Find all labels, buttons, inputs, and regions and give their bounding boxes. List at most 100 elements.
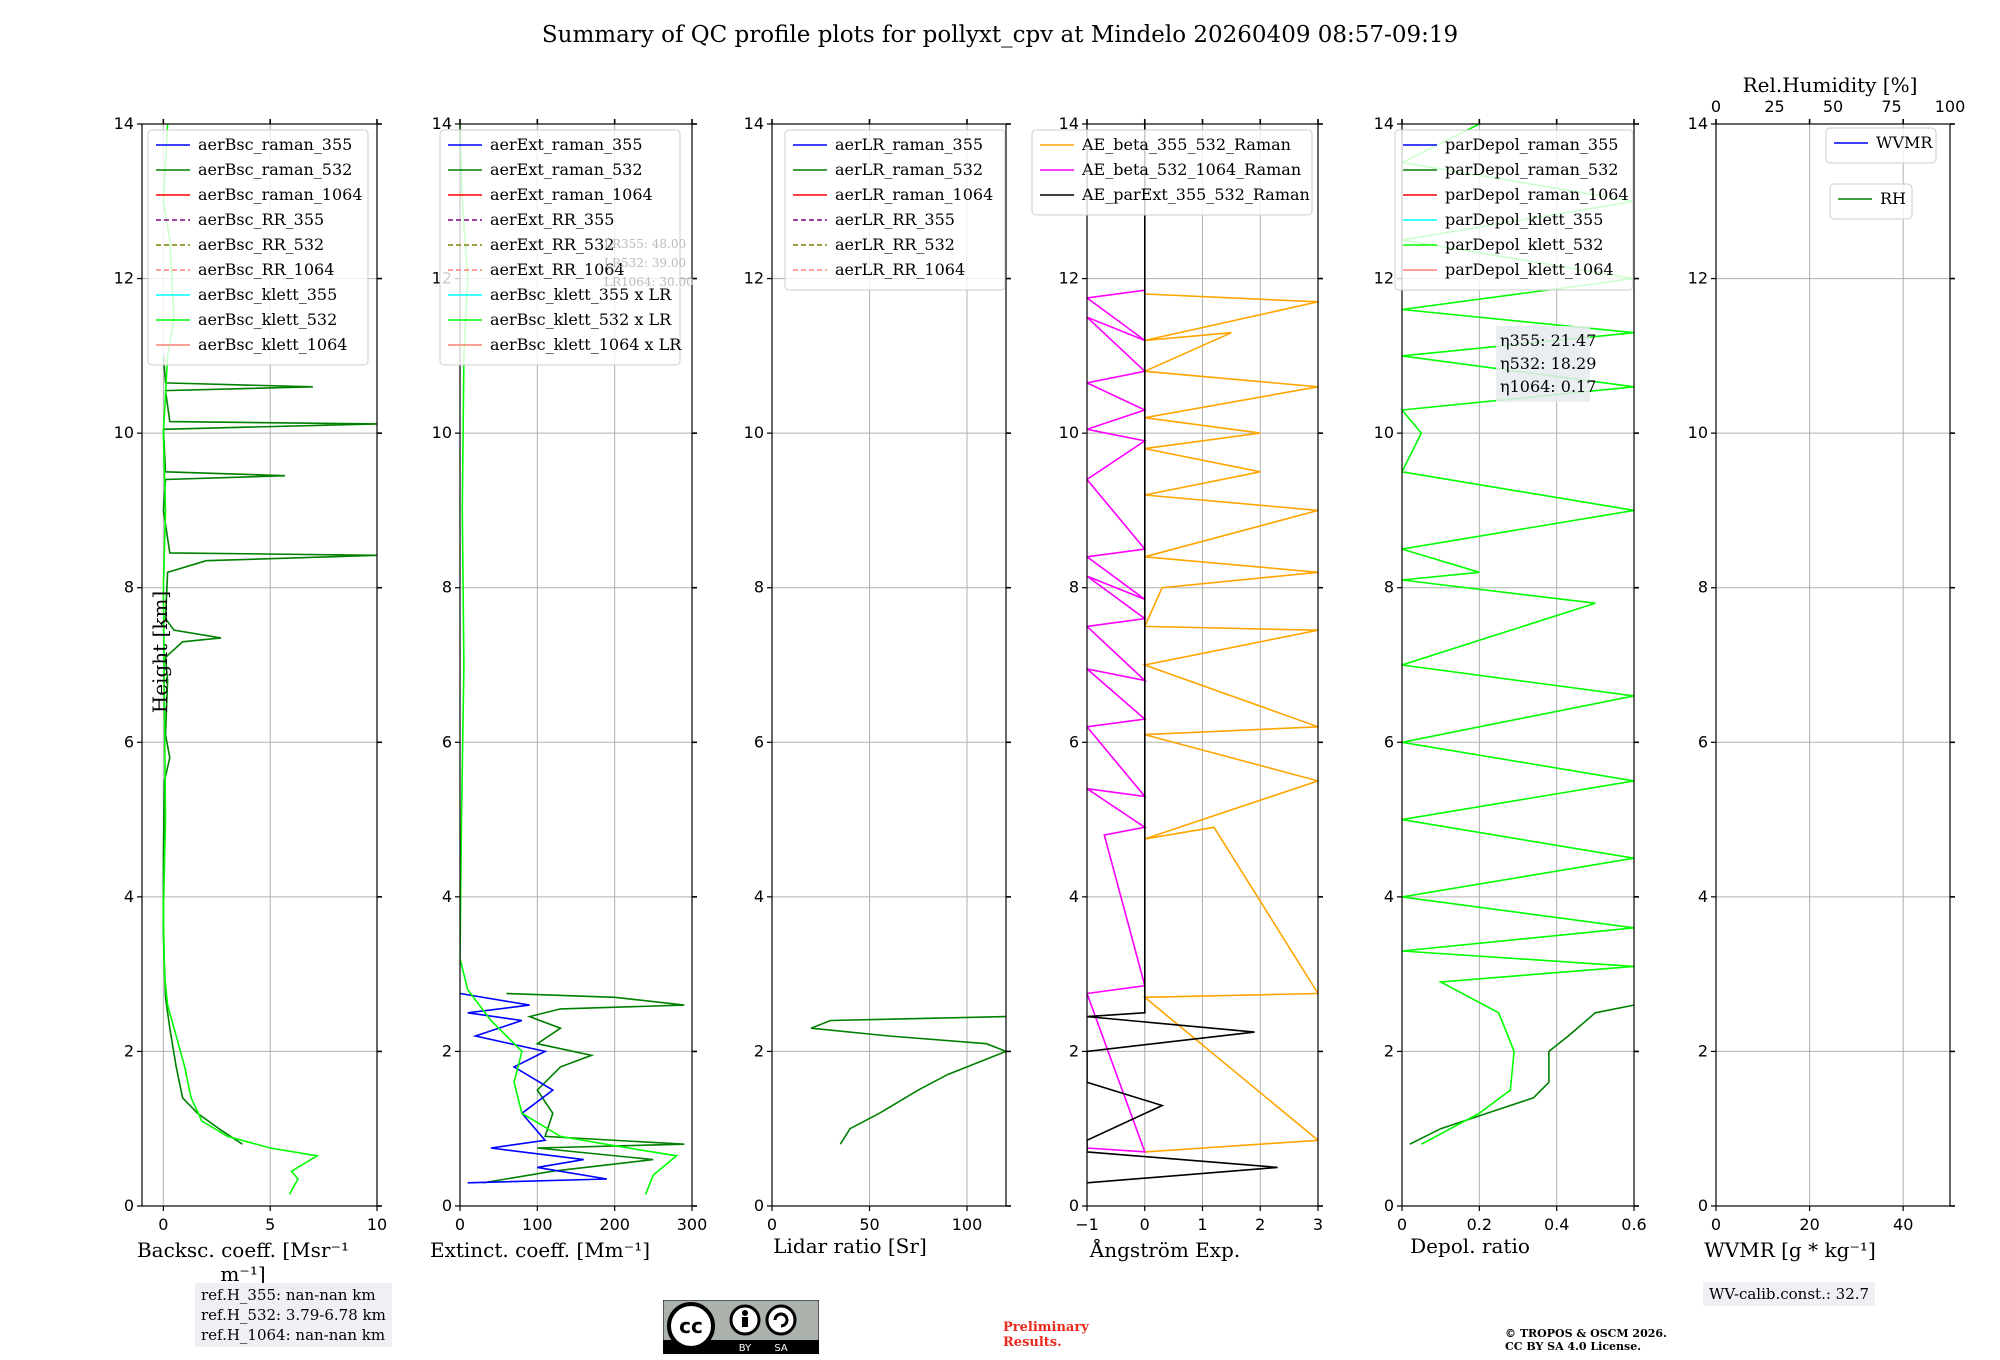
figure-title: Summary of QC profile plots for pollyxt_… [541, 22, 1459, 48]
x-tick-label: 40 [1893, 1215, 1913, 1234]
y-tick-label: 0 [1384, 1196, 1394, 1215]
copyright-line2: CC BY SA 4.0 License. [1505, 1340, 1642, 1353]
rh-tick-label: 25 [1764, 97, 1784, 116]
y-tick-label: 4 [1069, 887, 1079, 906]
axes-frame [459, 123, 693, 1207]
legend-bsc-entry: aerBsc_klett_355 [198, 285, 337, 304]
series-AE_parExt_355_532_Raman [1087, 124, 1278, 1184]
eta-annotation: η1064: 0.17 [1500, 377, 1596, 396]
x-tick-label: 0 [1397, 1215, 1407, 1234]
y-tick-label: 10 [1374, 423, 1394, 442]
legend-bsc-entry: aerBsc_RR_1064 [198, 260, 334, 279]
svg-text:cc: cc [679, 1314, 703, 1338]
y-tick-label: 10 [1059, 423, 1079, 442]
y-tick-label: 14 [1688, 114, 1708, 133]
x-tick-label: 200 [599, 1215, 630, 1234]
x-tick-label: 0.2 [1467, 1215, 1492, 1234]
y-tick-label: 12 [114, 269, 134, 288]
y-tick-label: 14 [114, 114, 134, 133]
y-tick-label: 12 [1374, 269, 1394, 288]
y-tick-label: 8 [442, 578, 452, 597]
series-AE_beta_532_1064_Raman [1087, 289, 1148, 1153]
y-tick-label: 10 [744, 423, 764, 442]
legend-bsc-entry: aerBsc_klett_532 [198, 310, 337, 329]
y-axis-label: Height [km] [148, 590, 172, 714]
eta-annotation: η355: 21.47 [1500, 331, 1596, 350]
y-tick-label: 12 [1688, 269, 1708, 288]
x-tick-label: 0.6 [1621, 1215, 1646, 1234]
rh-tick-label: 50 [1823, 97, 1843, 116]
x-tick-label: 20 [1799, 1215, 1819, 1234]
axes-frame [1401, 123, 1635, 1207]
legend-lr-entry: aerLR_raman_355 [835, 135, 983, 154]
y-tick-label: 8 [1069, 578, 1079, 597]
legend-ae-entry: AE_beta_532_1064_Raman [1081, 160, 1301, 179]
y-tick-label: 8 [124, 578, 134, 597]
y-tick-label: 8 [1698, 578, 1708, 597]
legend-bsc-box [147, 129, 369, 366]
panel-dep: 0 2 4 6 8 10 12 14 0 0.2 0.4 0.6 parDepol_raman_355p… [1374, 114, 1647, 1234]
x-tick-label: 0 [1711, 1215, 1721, 1234]
x-tick-label: 10 [367, 1215, 387, 1234]
y-tick-label: 0 [1698, 1196, 1708, 1215]
x-tick-label: 100 [952, 1215, 983, 1234]
legend-ae-entry: AE_beta_355_532_Raman [1081, 135, 1291, 154]
y-tick-label: 12 [744, 269, 764, 288]
y-tick-label: 10 [432, 423, 452, 442]
legend-lr-entry: aerLR_RR_532 [835, 235, 955, 254]
y-tick-label: 14 [432, 114, 452, 133]
series-aerExt_raman_532 [483, 992, 685, 1184]
y-tick-label: 4 [1384, 887, 1394, 906]
xlabel-bsc: Backsc. coeff. [Msr⁻¹ m⁻¹] [136, 1238, 350, 1286]
series-aerLR_raman_532 [810, 1015, 1006, 1145]
y-tick-label: 6 [1384, 732, 1394, 751]
y-tick-label: 6 [124, 732, 134, 751]
ref-height-355: ref.H_355: nan-nan km [201, 1286, 376, 1304]
ref-height-532: ref.H_532: 3.79-6.78 km [201, 1306, 386, 1324]
legend-ext-entry: aerBsc_klett_355 x LR [490, 285, 672, 304]
y-tick-label: 6 [1069, 732, 1079, 751]
lr-annotation: LR532: 39.00 [604, 256, 686, 270]
copyright-line1: © TROPOS & OSCM 2026. [1505, 1327, 1667, 1340]
y-tick-label: 8 [1384, 578, 1394, 597]
series-group-dep [1402, 124, 1634, 1145]
legend2-wv-box [1829, 183, 1913, 220]
legend-lr-entry: aerLR_raman_1064 [835, 185, 993, 204]
panel-lr: 0 2 4 6 8 10 12 14 0 50 100 aerLR_raman_355 aerLR_ra… [744, 114, 1011, 1234]
rh-axis-label: Rel.Humidity [%] [1742, 73, 1918, 97]
cc-by-label: BY [739, 1343, 752, 1354]
legend-dep-box [1394, 129, 1634, 291]
cc-license-badge: cc BY SA [663, 1300, 819, 1354]
y-tick-label: 2 [442, 1041, 452, 1060]
x-tick-label: 3 [1313, 1215, 1323, 1234]
legend-bsc-entry: aerBsc_RR_532 [198, 235, 324, 254]
legend-dep-entry: parDepol_klett_532 [1445, 235, 1603, 254]
rh-tick-label: 0 [1711, 97, 1721, 116]
eta-annotation: η532: 18.29 [1500, 354, 1596, 373]
copyright-note: © TROPOS & OSCM 2026. CC BY SA 4.0 Licen… [1505, 1327, 1667, 1353]
y-tick-label: 14 [1059, 114, 1079, 133]
y-tick-label: 14 [744, 114, 764, 133]
y-tick-label: 12 [1059, 269, 1079, 288]
y-tick-label: 2 [1069, 1041, 1079, 1060]
y-tick-label: 6 [1698, 732, 1708, 751]
y-tick-label: 4 [442, 887, 452, 906]
legend-ext-entry: aerExt_raman_532 [490, 160, 643, 179]
x-tick-label: 100 [522, 1215, 553, 1234]
preliminary-line1: Preliminary [1003, 1320, 1089, 1335]
y-tick-label: 4 [124, 887, 134, 906]
x-tick-label: 0 [1140, 1215, 1150, 1234]
y-tick-label: 2 [1384, 1041, 1394, 1060]
legend-ext-entry: aerExt_raman_355 [490, 135, 643, 154]
axes-frame [1715, 123, 1951, 1207]
x-tick-label: 5 [265, 1215, 275, 1234]
x-tick-label: 50 [859, 1215, 879, 1234]
y-tick-label: 0 [442, 1196, 452, 1215]
y-tick-label: 0 [1069, 1196, 1079, 1215]
panel-bsc: 0 2 4 6 8 10 12 14 0 5 10 aerBsc_raman_355 aerBsc_ra… [114, 114, 388, 1234]
y-tick-label: 2 [1698, 1041, 1708, 1060]
wv-calib-box: WV-calib.const.: 32.7 [1703, 1282, 1876, 1306]
y-tick-label: 10 [1688, 423, 1708, 442]
